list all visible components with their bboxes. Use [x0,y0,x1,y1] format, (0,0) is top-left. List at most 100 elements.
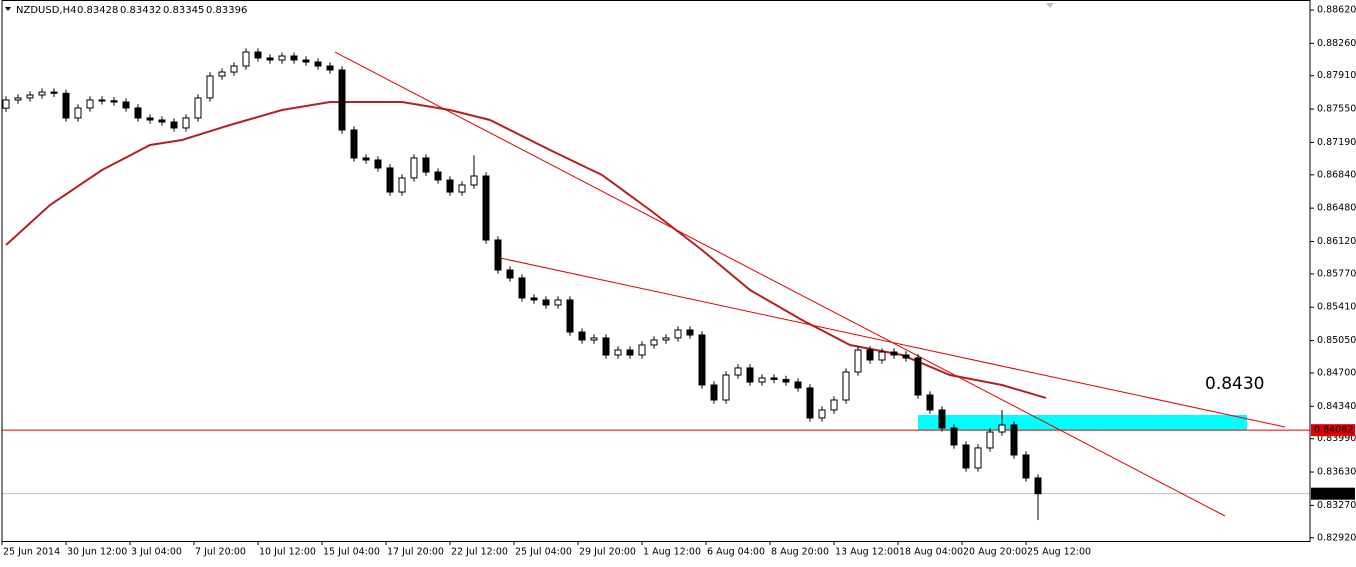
candle-body [578,331,586,341]
candle-body [218,71,226,77]
candle-body [38,91,46,96]
candle-body [758,377,766,383]
candle-body [842,371,850,401]
y-tick-label: 0.87910 [1317,70,1356,81]
candle-body [638,344,646,356]
candle-body [494,239,502,271]
x-tick-label: 1 Aug 12:00 [643,547,701,558]
symbol-title: NZDUSD,H4 [16,5,76,16]
y-tick-label: 0.84340 [1317,401,1356,412]
candle-body [698,334,706,386]
candle-body [410,157,418,179]
candle-body [530,297,538,301]
candle-body [194,97,202,119]
menu-arrow[interactable] [5,7,11,11]
candle-body [254,51,262,59]
candle-body [350,129,358,159]
candle-body [950,427,958,446]
candle-body [170,121,178,129]
y-tick-label: 0.85050 [1317,335,1356,346]
candle-body [206,75,214,99]
support-zone [918,414,1247,431]
y-tick-label: 0.84700 [1317,367,1356,378]
x-tick-label: 17 Jul 20:00 [387,547,444,558]
candle-body [794,381,802,389]
candle-body [122,101,130,109]
candle-body [242,51,250,67]
candle-body [926,394,934,411]
candle-body [674,329,682,339]
candle-body [230,65,238,73]
candle-body [98,99,106,102]
candle-body [434,171,442,181]
candle-body [566,299,574,333]
y-tick-label: 0.86120 [1317,236,1356,247]
candle-body [542,299,550,306]
last-price-box [1311,487,1355,500]
y-tick-label: 0.87190 [1317,137,1356,148]
candle-body [902,354,910,359]
candle-body [266,57,274,61]
x-tick-label: 6 Aug 04:00 [707,547,765,558]
candle-body [302,59,310,63]
candle-body [890,351,898,356]
candle-body [50,91,58,94]
x-tick-label: 13 Aug 12:00 [835,547,899,558]
candle-body [470,175,478,186]
x-tick-label: 20 Aug 20:00 [963,547,1027,558]
candle-body [314,61,322,67]
quote-high: 0.83432 [120,5,161,16]
candle-body [602,337,610,356]
candle-body [14,97,22,101]
y-tick-label: 0.85410 [1317,302,1356,313]
y-tick-label: 0.82920 [1317,532,1356,543]
y-tick-label: 0.86480 [1317,203,1356,214]
candle-body [770,377,778,380]
candle-body [362,157,370,161]
x-tick-label: 7 Jul 20:00 [195,547,246,558]
y-tick-label: 0.88620 [1317,4,1356,15]
candle-body [74,107,82,119]
candle-body [962,444,970,469]
candle-body [374,159,382,169]
x-tick-label: 15 Jul 04:00 [323,547,380,558]
plot-frame [1,0,1311,542]
x-tick-label: 25 Aug 12:00 [1027,547,1091,558]
moving-average [5,101,1047,399]
candle-body [506,269,514,279]
y-tick-label: 0.86840 [1317,169,1356,180]
candle-body [62,92,70,119]
x-tick-label: 8 Aug 20:00 [771,547,829,558]
x-tick-label: 22 Jul 12:00 [451,547,508,558]
y-tick-label: 0.83270 [1317,500,1356,511]
candle-body [878,351,886,361]
candle-body [458,184,466,193]
candle-body [866,349,874,361]
candle-body [650,339,658,346]
y-tick-label: 0.85770 [1317,268,1356,279]
x-tick-label: 10 Jul 12:00 [259,547,316,558]
candle-body [782,378,790,383]
candle-body [2,99,10,109]
candle-body [710,384,718,401]
quote-low: 0.83345 [163,5,204,16]
candle-body [1034,477,1042,495]
candle-body [854,349,862,373]
quote-open: 0.83428 [77,5,118,16]
level-price-label: 0.84082 [1314,425,1353,436]
candle-body [1010,424,1018,456]
candle-body [626,349,634,356]
y-tick-label: 0.88260 [1317,38,1356,49]
candle-body [134,107,142,119]
candle-body [386,167,394,193]
x-tick-label: 18 Aug 04:00 [899,547,963,558]
trend-line [499,257,1286,428]
candle-body [1022,454,1030,479]
annotation: 0.8430 [1205,374,1264,394]
level-price-box [1311,424,1355,437]
candle-body [914,357,922,396]
candle-body [734,367,742,376]
candle-body [938,409,946,429]
